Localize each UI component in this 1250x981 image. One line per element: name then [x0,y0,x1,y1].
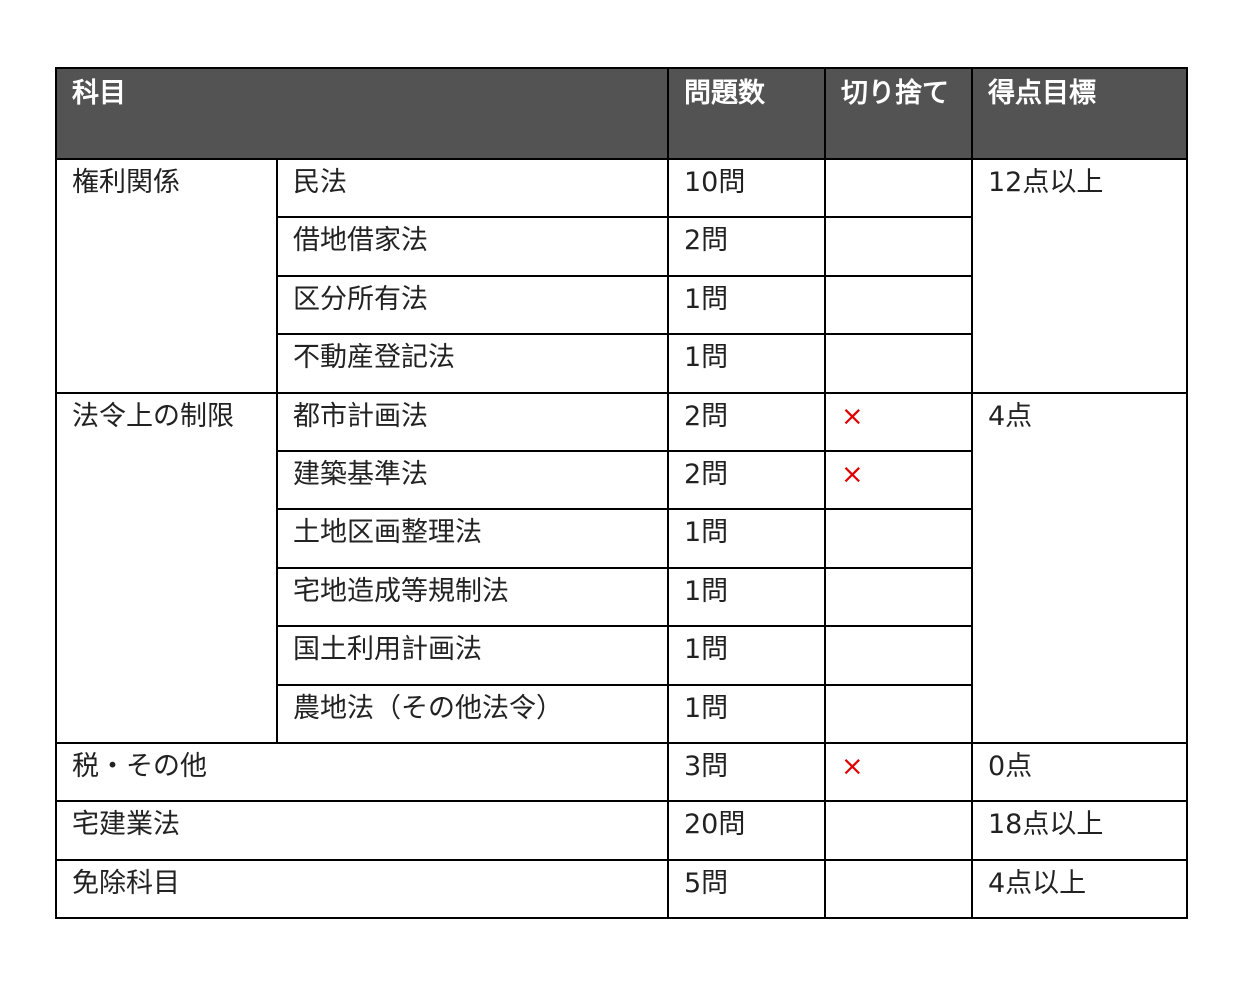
count-cell: 2問 [667,216,826,277]
count-cell: 2問 [667,391,826,452]
subject-cell: 不動産登記法 [276,333,669,394]
count-cell: 1問 [667,333,826,394]
count-cell: 10問 [667,157,826,219]
subject-cell: 区分所有法 [276,274,669,336]
header-cut: 切り捨て [824,67,973,160]
table-row: 農地法（その他法令） 1問 [56,683,1187,744]
table-row: 建築基準法 2問 × [56,449,1187,511]
subject-cell: 借地借家法 [276,216,669,277]
category-cell: 宅建業法 [55,800,669,861]
category-cell: 税・その他 [55,741,669,803]
cut-cell: × [824,741,973,803]
count-cell: 1問 [667,683,826,744]
cut-cell [824,274,973,336]
table-row: 税・その他 3問 × 0点 [55,741,1188,803]
category-cell: 免除科目 [55,858,669,920]
subject-cell: 国土利用計画法 [276,625,669,686]
exam-score-table: 科目 問題数 切り捨て 得点目標 権利関係 民法 10問 12点以上 借地借家法 2問 区分… [55,67,1188,920]
cut-cell [824,566,973,628]
table-row: 借地借家法 2問 [56,216,1187,277]
target-cell: 0点 [971,741,1188,803]
table-row: 不動産登記法 1問 [56,333,1187,394]
count-cell: 1問 [667,508,826,569]
header-row: 科目 問題数 切り捨て 得点目標 [55,67,1188,160]
target-cell: 4点 [971,391,1188,744]
cut-cell [824,858,973,920]
header-subject: 科目 [55,67,669,160]
table-row: 権利関係 民法 10問 12点以上 [55,157,1188,394]
target-cell: 12点以上 [971,158,1188,394]
cut-cell [824,800,973,861]
header-count: 問題数 [667,67,826,160]
category-cell: 法令上の制限 [55,391,278,744]
count-cell: 2問 [667,449,826,511]
cut-cell [824,508,973,569]
count-cell: 1問 [667,274,826,336]
target-cell: 4点以上 [971,858,1188,920]
table-row: 宅地造成等規制法 1問 [56,566,1187,628]
table-row: 免除科目 5問 4点以上 [55,858,1188,920]
category-cell: 権利関係 [55,158,278,394]
cut-cell: × [824,449,973,511]
subject-cell: 建築基準法 [276,449,669,511]
cut-cell: × [824,391,973,452]
count-cell: 1問 [667,625,826,686]
cut-cell [824,683,973,744]
count-cell: 1問 [667,566,826,628]
table-row: 区分所有法 1問 [56,274,1187,336]
count-cell: 20問 [667,800,826,861]
table-row: 国土利用計画法 1問 [56,625,1187,686]
cut-cell [824,157,973,219]
cut-cell [824,216,973,277]
cut-cell [824,625,973,686]
table-row: 法令上の制限 都市計画法 2問 × 4点 [55,391,1188,744]
subject-cell: 宅地造成等規制法 [276,566,669,628]
header-target: 得点目標 [971,67,1188,160]
subject-cell: 都市計画法 [276,391,669,452]
cut-cell [824,333,973,394]
target-cell: 18点以上 [971,800,1188,861]
count-cell: 5問 [667,858,826,920]
count-cell: 3問 [667,741,826,803]
table-row: 宅建業法 20問 18点以上 [55,800,1188,861]
table-row: 土地区画整理法 1問 [56,508,1187,569]
subject-cell: 土地区画整理法 [276,508,669,569]
subject-cell: 民法 [276,157,669,219]
subject-cell: 農地法（その他法令） [276,683,669,744]
